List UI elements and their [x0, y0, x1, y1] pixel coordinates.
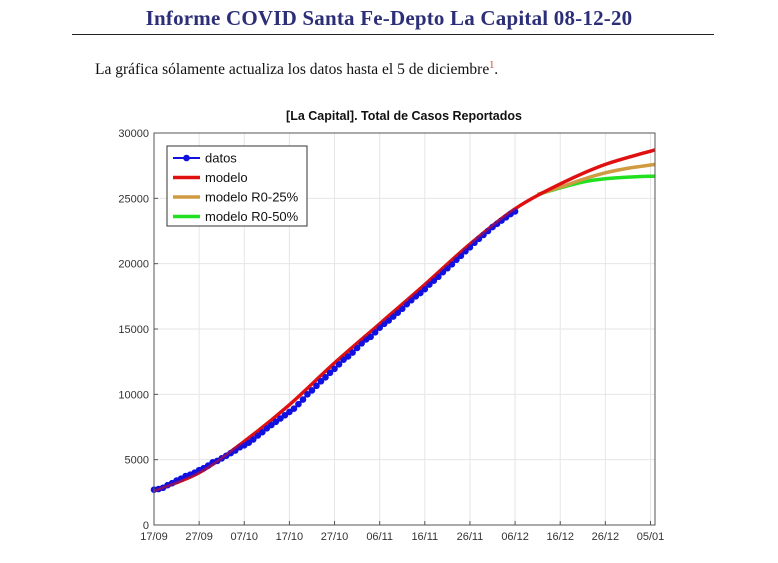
y-tick-label: 30000 — [118, 128, 149, 140]
x-tick-label: 05/01 — [637, 531, 665, 543]
x-tick-label: 06/11 — [366, 531, 393, 543]
data-point — [367, 333, 374, 341]
title-rule — [72, 34, 714, 35]
x-tick-label: 27/09 — [185, 531, 213, 543]
series-line-modelo-overlay — [153, 148, 656, 493]
series-line-modelo-r0-25- — [537, 162, 656, 197]
y-tick-label: 0 — [143, 520, 149, 532]
data-point — [322, 374, 329, 381]
data-point — [249, 436, 257, 443]
y-tick-label: 20000 — [118, 259, 149, 271]
data-point — [331, 365, 338, 373]
legend-box — [166, 145, 308, 227]
data-point — [299, 396, 307, 403]
legend-label: modelo R0-50% — [205, 209, 299, 224]
data-point — [326, 369, 334, 377]
data-point — [353, 344, 361, 352]
intro-text: La gráfica sólamente actualiza los datos… — [95, 61, 490, 79]
legend-label: modelo R0-25% — [205, 190, 299, 205]
data-point — [308, 387, 316, 394]
document-title: Informe COVID Santa Fe-Depto La Capital … — [145, 6, 633, 30]
x-tick-label: 17/09 — [140, 531, 168, 543]
x-tick-label: 16/12 — [546, 531, 574, 543]
data-point — [344, 353, 352, 360]
series-layer — [150, 148, 656, 494]
data-point — [349, 349, 356, 356]
legend-label: modelo — [205, 170, 248, 185]
data-point — [304, 391, 311, 398]
data-point — [295, 400, 302, 408]
y-tick-label: 5000 — [125, 455, 149, 467]
intro-paragraph: La gráfica sólamente actualiza los datos… — [95, 60, 498, 79]
x-tick-label: 26/12 — [592, 531, 620, 543]
x-tick-label: 17/10 — [276, 531, 304, 543]
data-point — [335, 360, 343, 368]
y-tick-label: 25000 — [118, 193, 149, 205]
y-tick-label: 10000 — [118, 389, 149, 401]
chart-title: [La Capital]. Total de Casos Reportados — [286, 109, 522, 123]
intro-end: . — [494, 61, 499, 79]
data-point — [313, 382, 320, 390]
x-tick-label: 16/11 — [411, 531, 438, 543]
x-tick-label: 27/10 — [321, 531, 349, 543]
y-tick-label: 15000 — [118, 324, 149, 336]
x-tick-label: 07/10 — [231, 531, 259, 543]
data-point — [259, 428, 266, 436]
footnote-link[interactable]: 1 — [489, 60, 495, 71]
legend-marker — [183, 154, 190, 162]
x-tick-label: 26/11 — [457, 531, 484, 543]
data-point — [317, 377, 325, 385]
x-tick-label: 06/12 — [501, 531, 529, 543]
axis-ticks: 17/09 27/09 07/10 17/10 27/10 06/11 16/11 26/11… — [118, 128, 664, 543]
legend-label: datos — [205, 151, 237, 166]
legend: datos modelo modelo R0-25% modelo R0-50% — [166, 145, 308, 227]
data-point — [290, 405, 298, 413]
